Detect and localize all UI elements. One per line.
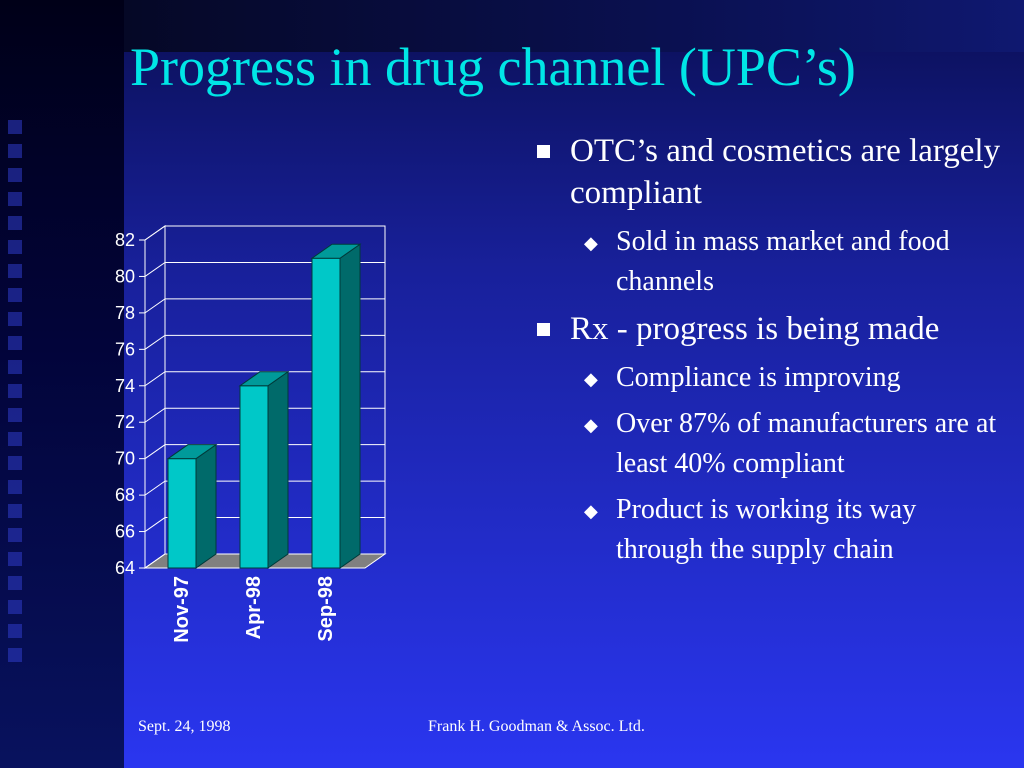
y-tick-label: 82 bbox=[115, 230, 135, 250]
sub-bullet-item: ◆ Over 87% of manufacturers are at least … bbox=[534, 404, 1004, 484]
bullet-text: Rx - progress is being made bbox=[570, 311, 940, 347]
bar-side-Sep-98 bbox=[339, 243, 361, 569]
diamond-bullet-icon: ◆ bbox=[584, 415, 598, 435]
y-tick-label: 68 bbox=[115, 485, 135, 505]
y-tick-label: 72 bbox=[115, 412, 135, 432]
bullet-text: Compliance is improving bbox=[616, 362, 901, 393]
y-tick-label: 70 bbox=[115, 449, 135, 469]
footer-date: Sept. 24, 1998 bbox=[138, 718, 231, 735]
square-bullet-icon bbox=[537, 145, 550, 158]
bar-front-Nov-97 bbox=[167, 458, 197, 569]
bar-top-Apr-98 bbox=[238, 371, 290, 387]
footer-company: Frank H. Goodman & Assoc. Ltd. bbox=[428, 718, 645, 735]
bar-top-Sep-98 bbox=[310, 243, 362, 259]
sub-bullet-item: ◆ Sold in mass market and food channels bbox=[534, 222, 1004, 302]
y-tick-label: 66 bbox=[115, 522, 135, 542]
chart-side-wall bbox=[144, 225, 166, 569]
x-category-label: Nov-97 bbox=[171, 576, 193, 643]
y-tick-label: 64 bbox=[115, 558, 135, 578]
bullet-text: Product is working its way through the s… bbox=[616, 494, 917, 565]
bullet-list: OTC’s and cosmetics are largely complian… bbox=[534, 130, 1004, 576]
diamond-bullet-icon: ◆ bbox=[584, 501, 598, 521]
bar-front-Sep-98 bbox=[311, 257, 341, 569]
decorative-squares bbox=[8, 120, 28, 672]
left-decorative-band bbox=[0, 0, 124, 768]
bullet-item: OTC’s and cosmetics are largely complian… bbox=[534, 130, 1004, 214]
x-category-label: Sep-98 bbox=[315, 576, 337, 642]
bullet-item: Rx - progress is being made bbox=[534, 308, 1004, 350]
bullet-text: OTC’s and cosmetics are largely complian… bbox=[570, 133, 1001, 211]
y-tick-label: 74 bbox=[115, 376, 135, 396]
bullet-text: Sold in mass market and food channels bbox=[616, 226, 950, 297]
diamond-bullet-icon: ◆ bbox=[584, 233, 598, 253]
bullet-text: Over 87% of manufacturers are at least 4… bbox=[616, 408, 997, 479]
x-category-label: Apr-98 bbox=[243, 576, 265, 639]
bar-front-Apr-98 bbox=[239, 385, 269, 569]
y-tick-label: 78 bbox=[115, 303, 135, 323]
bar-side-Apr-98 bbox=[267, 370, 289, 569]
bar-top-Nov-97 bbox=[166, 444, 218, 460]
slide-title: Progress in drug channel (UPC’s) bbox=[130, 37, 856, 97]
sub-bullet-item: ◆ Compliance is improving bbox=[534, 358, 1004, 398]
diamond-bullet-icon: ◆ bbox=[584, 369, 598, 389]
y-tick-label: 76 bbox=[115, 339, 135, 359]
sub-bullet-item: ◆ Product is working its way through the … bbox=[534, 490, 1004, 570]
top-decorative-band bbox=[124, 0, 1024, 52]
square-bullet-icon bbox=[537, 323, 550, 336]
bar-side-Nov-97 bbox=[195, 443, 217, 569]
gridline bbox=[144, 225, 385, 241]
y-tick-label: 80 bbox=[115, 266, 135, 286]
